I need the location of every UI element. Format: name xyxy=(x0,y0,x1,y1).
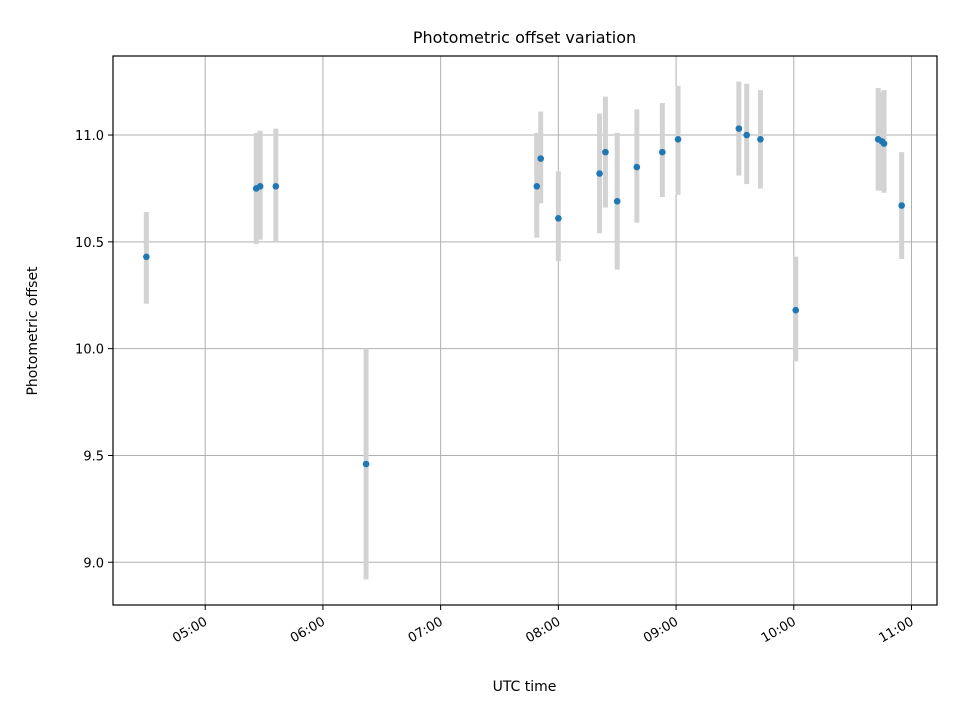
data-point xyxy=(256,183,264,190)
data-point xyxy=(659,148,666,156)
data-point xyxy=(735,125,743,132)
data-point xyxy=(533,183,541,190)
y-tick-label: 9.0 xyxy=(83,556,104,571)
data-point xyxy=(602,148,609,156)
y-tick-label: 10.5 xyxy=(75,236,104,251)
chart-title: Photometric offset variation xyxy=(413,28,636,47)
data-point xyxy=(633,163,641,171)
y-tick-label: 10.0 xyxy=(75,343,104,358)
data-point xyxy=(757,136,764,143)
data-point xyxy=(898,202,905,209)
data-point xyxy=(792,306,800,314)
data-point xyxy=(272,183,280,190)
data-point xyxy=(613,197,621,205)
data-point xyxy=(674,136,682,143)
data-point xyxy=(143,253,150,261)
data-point xyxy=(880,140,888,147)
data-point xyxy=(596,170,603,177)
data-points xyxy=(143,125,905,468)
plot-area-frame xyxy=(112,55,938,606)
y-tick-label: 9.5 xyxy=(83,449,104,464)
data-point xyxy=(555,215,562,222)
data-point xyxy=(743,131,750,139)
data-point xyxy=(537,155,544,162)
y-axis-label: Photometric offset xyxy=(25,266,41,396)
y-tick-label: 11.0 xyxy=(75,129,104,144)
data-point xyxy=(362,460,370,468)
x-axis-label: UTC time xyxy=(493,679,557,695)
